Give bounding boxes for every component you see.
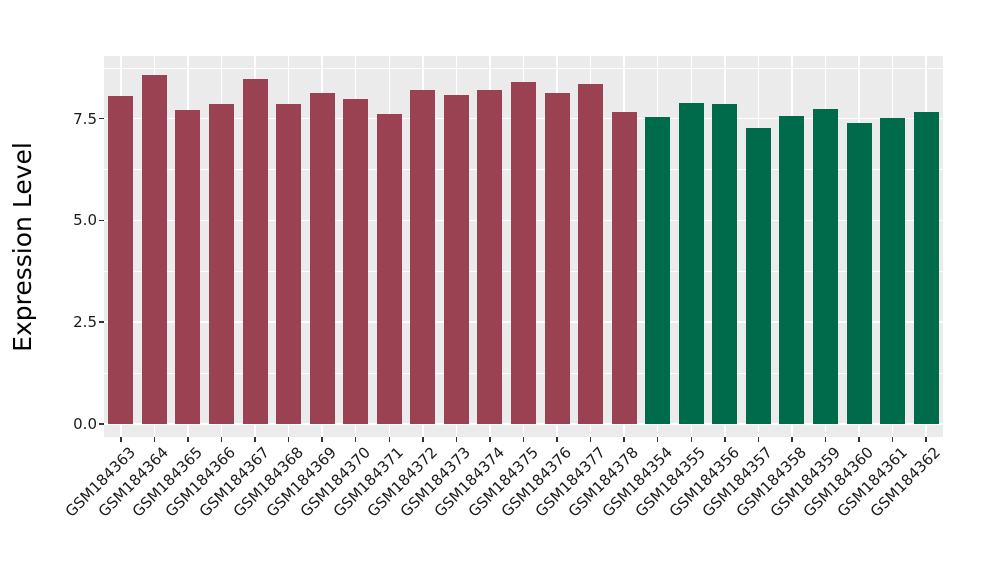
x-tick <box>925 437 927 442</box>
x-tick <box>287 437 290 442</box>
bar-GSM184358 <box>779 115 805 424</box>
x-tick <box>455 437 458 442</box>
y-tick-label: 2.5 <box>73 313 97 332</box>
x-tick <box>623 437 625 442</box>
bar-GSM184371 <box>376 114 402 424</box>
bar-GSM184362 <box>913 112 939 424</box>
x-tick <box>422 437 424 442</box>
x-tick <box>891 437 894 442</box>
bar-GSM184370 <box>343 99 369 424</box>
x-tick <box>589 437 592 442</box>
bar-GSM184356 <box>712 104 738 424</box>
bar-GSM184354 <box>645 116 671 424</box>
bar-GSM184361 <box>880 117 906 424</box>
x-tick <box>690 437 693 442</box>
bar-GSM184359 <box>813 108 839 424</box>
y-tick-label: 0.0 <box>73 415 97 433</box>
y-tick-label: 7.5 <box>73 109 97 128</box>
bar-GSM184364 <box>141 74 167 424</box>
x-tick <box>656 437 659 442</box>
x-tick <box>187 437 189 442</box>
y-tick <box>99 219 104 222</box>
x-tick <box>757 437 760 442</box>
bar-GSM184357 <box>745 127 771 424</box>
x-tick <box>220 437 223 442</box>
x-tick <box>556 437 558 442</box>
bar-GSM184365 <box>175 110 201 424</box>
y-tick <box>99 321 104 323</box>
bar-GSM184360 <box>846 122 872 424</box>
bar-GSM184367 <box>242 79 268 424</box>
x-tick <box>254 437 256 442</box>
x-tick <box>489 437 491 442</box>
bar-GSM184373 <box>443 94 469 424</box>
x-tick <box>321 437 323 442</box>
bar-GSM184366 <box>208 104 234 424</box>
bar-GSM184355 <box>678 103 704 424</box>
y-tick <box>99 423 104 425</box>
x-tick <box>388 437 390 442</box>
x-tick <box>858 437 860 442</box>
x-tick <box>120 437 122 442</box>
bar-GSM184378 <box>611 112 637 424</box>
bar-GSM184369 <box>309 92 335 424</box>
bar-GSM184372 <box>410 90 436 424</box>
bar-GSM184363 <box>108 96 134 424</box>
bar-GSM184368 <box>276 104 302 424</box>
bar-GSM184374 <box>477 90 503 424</box>
x-tick <box>724 437 726 442</box>
x-tick <box>824 437 827 442</box>
bar-GSM184375 <box>511 81 536 424</box>
x-tick <box>354 437 357 442</box>
plot-panel <box>104 56 943 437</box>
y-tick <box>99 117 104 120</box>
y-axis-title: Expression Level <box>8 142 37 352</box>
x-tick <box>153 437 156 442</box>
bar-GSM184377 <box>578 83 604 424</box>
x-tick <box>522 437 525 442</box>
bar-GSM184376 <box>544 93 570 424</box>
x-tick <box>791 437 793 442</box>
y-tick-label: 5.0 <box>73 211 97 230</box>
